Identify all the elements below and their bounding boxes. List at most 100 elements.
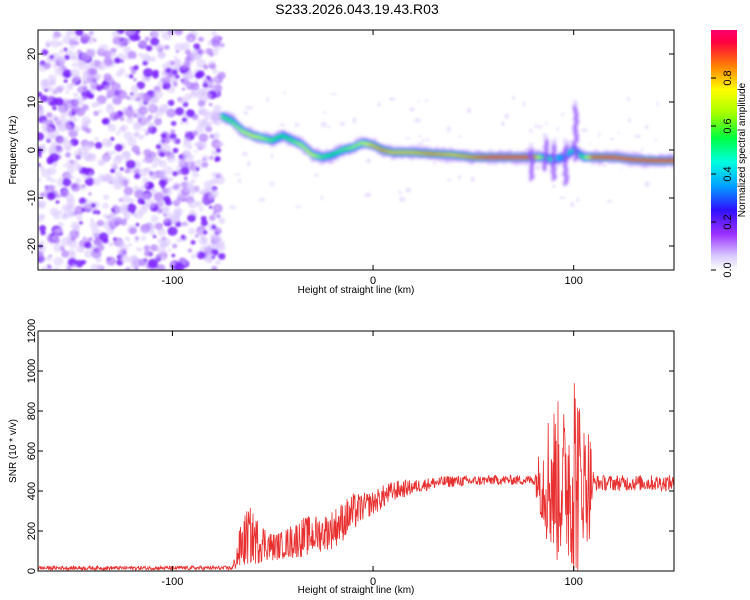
spectrogram-noise-blob	[82, 96, 87, 101]
spectrogram-noise-blob	[103, 73, 112, 81]
spectrogram-noise-blob	[66, 173, 73, 180]
spectrogram-noise-blob	[190, 240, 196, 245]
spectrogram-noise-blob	[86, 48, 90, 52]
spectrogram-noise-blob	[149, 188, 157, 195]
spectrogram-noise-blob	[588, 142, 591, 145]
spectrogram-noise-blob	[181, 78, 190, 85]
spectrogram-noise-blob	[365, 158, 371, 164]
spectrogram-noise-blob	[166, 189, 171, 194]
spectrogram-noise-blob	[181, 42, 190, 51]
snr-series-line	[38, 383, 674, 571]
spectrogram-ridge	[219, 99, 674, 187]
spectrogram-noise-blob	[570, 201, 575, 208]
spectrogram-noise-blob	[123, 37, 131, 44]
spectrogram-noise-blob	[103, 194, 110, 200]
spectrogram-noise-blob	[89, 30, 94, 35]
spectrogram-noise-blob	[98, 61, 108, 70]
spectrogram-noise-blob	[48, 96, 54, 102]
spectrogram-noise-blob	[114, 143, 123, 152]
spectrogram-noise-blob	[169, 133, 177, 140]
spectrogram-noise-blob	[241, 151, 249, 157]
spectrogram-noise-blob	[175, 107, 185, 116]
spectrogram-noise-blob	[106, 95, 110, 99]
spectrogram-noise-blob	[119, 167, 124, 171]
spectrogram-noise-blob	[218, 252, 226, 260]
spectrogram-noise-blob	[75, 30, 84, 36]
y-tick-label: 0	[26, 147, 38, 153]
spectrogram-noise-blob	[179, 121, 184, 126]
spectrogram-noise-blob	[177, 169, 183, 175]
spectrogram-noise-blob	[81, 259, 87, 265]
spectrogram-noise-blob	[283, 91, 286, 95]
spectrogram-noise-blob	[38, 225, 47, 232]
spectrogram-noise-blob	[126, 203, 137, 213]
spectrogram-noise-blob	[424, 99, 429, 103]
spectrogram-noise-blob	[206, 122, 212, 127]
spectrogram-noise-blob	[209, 52, 214, 57]
spectrogram-noise-blob	[193, 50, 198, 55]
spectrogram-noise-blob	[149, 230, 155, 236]
spectrogram-noise-blob	[211, 265, 218, 270]
spectrogram-noise-blob	[102, 80, 107, 84]
spectrogram-noise-blob	[209, 155, 214, 160]
spectrogram-noise-blob	[153, 192, 165, 202]
spectrogram-noise-blob	[147, 258, 158, 269]
spectrogram-noise-blob	[81, 116, 91, 126]
spectrogram-noise-blob	[183, 93, 192, 102]
spectrogram-noise-blob	[216, 174, 221, 178]
spectrogram-noise-blob	[194, 159, 205, 169]
spectrogram-noise-blob	[339, 121, 346, 126]
spectrogram-noise-blob	[65, 90, 70, 94]
spectrogram-noise-blob	[50, 87, 60, 95]
spectrogram-noise-blob	[73, 97, 84, 107]
spectrogram-noise-blob	[186, 109, 195, 118]
spectrogram-noise-blob	[82, 151, 93, 162]
spectrogram-noise-blob	[62, 69, 72, 79]
spectrogram-noise-blob	[38, 214, 44, 222]
spectrogram-noise-blob	[620, 168, 623, 171]
spectrogram-noise-blob	[213, 104, 222, 112]
spectrogram-noise-blob	[556, 126, 559, 132]
spectrogram-noise-blob	[52, 34, 58, 40]
spectrogram-noise-blob	[353, 117, 356, 121]
spectrogram-noise-blob	[181, 260, 188, 266]
spectrogram-noise-blob	[208, 205, 213, 209]
spectrogram-noise-blob	[184, 70, 195, 80]
spectrogram-noise-blob	[150, 215, 159, 223]
spectrogram-noise-blob	[581, 128, 588, 133]
spectrogram-noise-blob	[62, 178, 72, 187]
spectrogram-noise-blob	[69, 251, 76, 258]
y-tick-label: 1000	[26, 359, 38, 383]
spectrogram-noise-blob	[41, 49, 49, 56]
spectrogram-noise-blob	[133, 213, 137, 218]
spectrogram-noise-blob	[164, 44, 170, 50]
spectrogram-noise-blob	[183, 176, 188, 180]
spectrogram-noise-blob	[96, 85, 103, 91]
spectrogram-noise-blob	[63, 47, 68, 52]
spectrogram-noise-blob	[175, 50, 179, 54]
spectrogram-noise-blob	[73, 92, 79, 98]
spectrogram-noise-blob	[161, 256, 167, 261]
spectrogram-noise-blob	[198, 236, 209, 246]
spectrogram-noise-blob	[137, 197, 145, 205]
colorbar-label: Normalized spectral amplitude	[737, 82, 748, 217]
spectrogram-noise-blob	[166, 108, 177, 118]
spectrogram-noise-blob	[153, 89, 164, 99]
spectrogram-noise-blob	[174, 207, 184, 216]
y-tick-label: 200	[26, 522, 38, 540]
spectrogram-noise-blob	[158, 51, 166, 58]
spectrogram-noise-blob	[154, 222, 163, 230]
spectrogram-noise-blob	[147, 160, 151, 164]
spectrogram-noise-blob	[60, 111, 68, 118]
spectrogram-noise-blob	[459, 134, 462, 139]
spectrogram-noise-blob	[504, 113, 510, 120]
x-tick-label: -100	[161, 275, 183, 287]
spectrogram-noise-blob	[126, 116, 134, 124]
spectrogram-noise-blob	[172, 147, 179, 154]
spectrogram-noise-blob	[98, 44, 109, 54]
spectrogram-noise-blob	[98, 109, 103, 113]
spectrogram-noise-blob	[89, 218, 95, 223]
spectrogram-noise-blob	[176, 237, 183, 243]
spectrogram-noise-blob	[167, 226, 178, 236]
spectrogram-noise-blob	[137, 117, 143, 123]
